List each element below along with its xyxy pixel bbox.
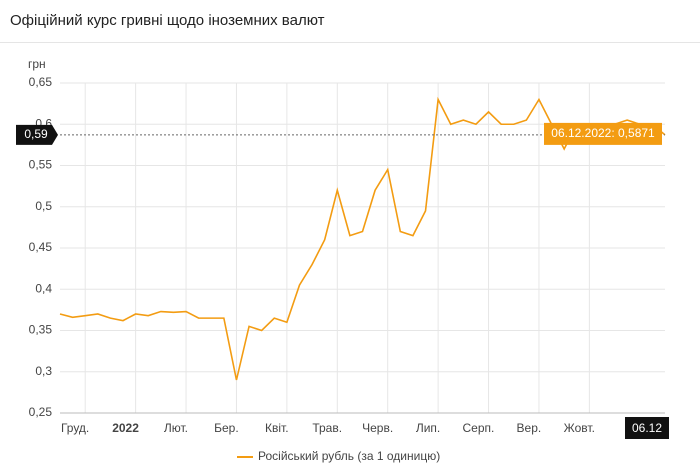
- tooltip-box: [544, 122, 662, 145]
- y-tick-label: 0,65: [29, 75, 53, 89]
- chart-title: Офіційний курс гривні щодо іноземних вал…: [0, 0, 700, 43]
- y-tick-label: 0,5: [35, 199, 52, 213]
- x-tick-label: 06.12: [632, 421, 662, 435]
- line: [59, 96, 666, 381]
- x-tick-label: Лип.: [416, 421, 440, 435]
- x-tick-label: Вер.: [517, 421, 542, 435]
- x-tick-label: 2022: [112, 421, 139, 435]
- y-tick-label: 0,45: [29, 240, 53, 254]
- y-tick-label: 0,35: [29, 323, 53, 337]
- x-tick-label: Серп.: [463, 421, 495, 435]
- tooltip: 06.12.2022: 0,5871: [551, 126, 655, 140]
- y-axis-label: грн: [28, 57, 46, 71]
- y-tick-label: 0,25: [29, 405, 53, 419]
- y-tick-label: 0,4: [35, 281, 52, 295]
- y-tick-label: 0,55: [29, 158, 53, 172]
- crosshair-label-box: [16, 124, 58, 145]
- x-highlight-box: [625, 417, 669, 439]
- x-tick-label: Лют.: [164, 421, 188, 435]
- chart: грн0,250,30,350,40,450,50,550,60,65Груд.…: [16, 57, 669, 463]
- x-tick-label: Жовт.: [564, 421, 595, 435]
- crosshair-label: 0,59: [24, 127, 48, 141]
- x-tick-label: Груд.: [61, 421, 89, 435]
- legend-label: Російський рубль (за 1 одиницю): [258, 449, 440, 463]
- x-tick-label: Черв.: [362, 421, 393, 435]
- y-tick-label: 0,3: [35, 364, 52, 378]
- x-tick-label: Квіт.: [265, 421, 289, 435]
- x-tick-label: Бер.: [214, 421, 239, 435]
- x-tick-label: Трав.: [312, 421, 342, 435]
